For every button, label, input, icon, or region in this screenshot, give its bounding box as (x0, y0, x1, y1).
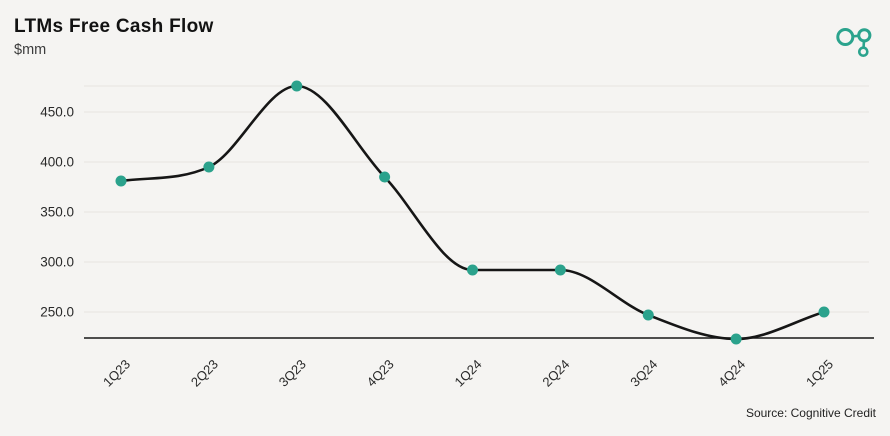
x-tick-label: 4Q23 (364, 357, 397, 390)
x-tick-label: 2Q24 (539, 357, 572, 390)
data-point (554, 264, 566, 276)
y-tick-label: 250.0 (40, 305, 74, 320)
source-note: Source: Cognitive Credit (745, 406, 876, 420)
y-tick-label: 400.0 (40, 155, 74, 170)
x-tick-label: 3Q24 (627, 357, 660, 390)
cognitive-credit-logo (836, 28, 872, 58)
data-point (818, 306, 830, 318)
x-tick-label: 1Q23 (100, 357, 133, 390)
logo-circle-medium (857, 28, 872, 43)
x-tick-label: 4Q24 (715, 357, 748, 390)
data-point (291, 80, 303, 92)
chart-header: LTMs Free Cash Flow $mm (14, 16, 214, 58)
y-tick-label: 300.0 (40, 255, 74, 270)
x-tick-label: 1Q25 (803, 357, 836, 390)
data-point (203, 161, 215, 173)
y-tick-label: 450.0 (40, 105, 74, 120)
data-point (115, 175, 127, 187)
x-tick-label: 2Q23 (188, 357, 221, 390)
x-tick-label: 3Q23 (276, 357, 309, 390)
data-point (379, 171, 391, 183)
data-point (642, 309, 654, 321)
chart-subtitle: $mm (14, 41, 47, 58)
y-tick-label: 350.0 (40, 205, 74, 220)
logo-circle-large (836, 28, 855, 46)
data-point (730, 333, 742, 345)
x-tick-label: 1Q24 (452, 357, 485, 390)
chart-title: LTMs Free Cash Flow (14, 16, 214, 37)
data-point (467, 264, 478, 276)
logo-circle-small (857, 46, 869, 58)
series-line (119, 84, 826, 341)
